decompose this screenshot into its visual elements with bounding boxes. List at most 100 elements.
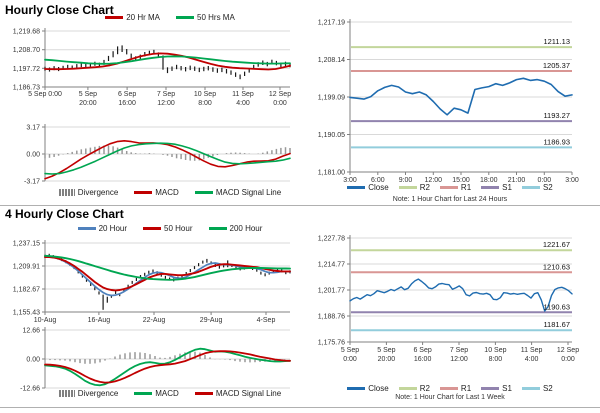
svg-text:1210.63: 1210.63 (543, 262, 570, 271)
legend-item: MACD Signal Line (194, 389, 282, 398)
line-swatch-icon (105, 16, 124, 19)
hourly-price-chart: 1,219.681,208.701,197.721,186.735 Sep 0:… (13, 28, 291, 107)
svg-text:1,209.91: 1,209.91 (13, 264, 40, 271)
svg-text:0:00: 0:00 (273, 100, 287, 107)
legend-item: S1 (481, 183, 512, 192)
svg-text:29-Aug: 29-Aug (200, 317, 223, 324)
line-swatch-icon (481, 387, 500, 390)
legend-item: R2 (398, 183, 430, 192)
line-swatch-icon (398, 387, 417, 390)
legend-item: 200 Hour (208, 224, 263, 233)
line-swatch-icon (521, 186, 540, 189)
svg-text:7 Sep: 7 Sep (157, 91, 175, 98)
svg-text:6 Sep: 6 Sep (413, 347, 431, 354)
legend-label: 200 Hour (229, 224, 263, 233)
line-swatch-icon (77, 227, 96, 230)
svg-text:16:00: 16:00 (118, 100, 136, 107)
legend-label: Close (368, 384, 389, 393)
line-swatch-icon (194, 392, 213, 395)
svg-text:16-Aug: 16-Aug (88, 317, 111, 324)
svg-text:12:00: 12:00 (425, 177, 443, 184)
svg-text:12:00: 12:00 (157, 100, 175, 107)
svg-text:12 Sep: 12 Sep (269, 91, 291, 98)
svg-text:1181.67: 1181.67 (543, 320, 570, 329)
svg-text:5 Sep 0:00: 5 Sep 0:00 (28, 91, 62, 98)
svg-text:6 Sep: 6 Sep (118, 91, 136, 98)
day-chart-note: Note: 1 Hour Chart for Last 24 Hours (392, 196, 508, 203)
svg-text:-3.17: -3.17 (24, 179, 40, 186)
svg-text:18:00: 18:00 (480, 177, 498, 184)
svg-text:8:00: 8:00 (489, 356, 503, 363)
svg-text:1,197.72: 1,197.72 (13, 66, 40, 73)
legend-item: 20 Hr MA (105, 13, 160, 22)
svg-text:21:00: 21:00 (508, 177, 526, 184)
legend-item: 20 Hour (77, 224, 127, 233)
svg-text:1,175.76: 1,175.76 (318, 340, 345, 347)
four-hourly-ma-legend: 20 Hour 50 Hour 200 Hour (40, 224, 300, 233)
hourly-ma-legend: 20 Hr MA 50 Hrs MA (40, 13, 300, 22)
legend-item: MACD (134, 389, 179, 398)
hourly-chart-title: Hourly Close Chart (5, 3, 114, 17)
svg-text:1221.67: 1221.67 (543, 240, 570, 249)
legend-label: R2 (419, 183, 430, 192)
svg-text:3:00: 3:00 (565, 177, 579, 184)
separator (0, 407, 600, 408)
svg-text:12 Sep: 12 Sep (557, 347, 579, 354)
svg-text:3.17: 3.17 (26, 125, 40, 132)
svg-text:10 Sep: 10 Sep (194, 91, 216, 98)
svg-text:1,208.14: 1,208.14 (318, 57, 345, 64)
legend-label: S2 (542, 384, 553, 393)
svg-text:1,186.73: 1,186.73 (13, 85, 40, 92)
svg-text:20:00: 20:00 (79, 100, 97, 107)
legend-label: 50 Hour (164, 224, 193, 233)
svg-text:0.00: 0.00 (26, 152, 40, 159)
legend-item: Close (347, 183, 389, 192)
legend-item: R1 (439, 183, 471, 192)
svg-text:1,214.77: 1,214.77 (318, 262, 345, 269)
legend-label: Divergence (77, 188, 119, 197)
svg-text:1,219.68: 1,219.68 (13, 29, 40, 36)
four-hourly-macd-legend: Divergence MACD MACD Signal Line (40, 389, 300, 398)
svg-text:-12.66: -12.66 (20, 386, 40, 393)
legend-label: MACD Signal Line (215, 389, 282, 398)
legend-label: 20 Hr MA (126, 13, 160, 22)
svg-text:1,182.67: 1,182.67 (13, 287, 40, 294)
svg-text:6:00: 6:00 (371, 177, 385, 184)
line-swatch-icon (176, 16, 194, 19)
legend-label: MACD (155, 389, 179, 398)
day-pivot-legend: Close R2 R1 S1 S2 (310, 183, 590, 192)
line-swatch-icon (347, 387, 366, 390)
svg-text:1,217.19: 1,217.19 (318, 20, 345, 27)
svg-text:12:00: 12:00 (450, 356, 468, 363)
week-pivot-chart: 1,227.78 1,214.77 1,201.77 1,188.76 1,175.76… (318, 235, 579, 363)
svg-text:5 Sep: 5 Sep (377, 347, 395, 354)
svg-text:1205.37: 1205.37 (543, 61, 570, 70)
legend-item: R2 (398, 384, 430, 393)
line-swatch-icon (481, 186, 500, 189)
legend-item: S1 (481, 384, 512, 393)
line-swatch-icon (134, 392, 153, 395)
line-swatch-icon (439, 387, 458, 390)
divergence-bars-swatch-icon (58, 189, 75, 196)
svg-text:11 Sep: 11 Sep (521, 347, 543, 354)
svg-text:3:00: 3:00 (343, 177, 357, 184)
line-swatch-icon (398, 186, 417, 189)
legend-item: 50 Hour (143, 224, 193, 233)
hourly-macd-chart: 3.17 0.00 -3.17 (24, 124, 291, 186)
svg-text:9:00: 9:00 (399, 177, 413, 184)
line-swatch-icon (521, 387, 540, 390)
legend-item: MACD Signal Line (194, 188, 281, 197)
separator (0, 205, 600, 206)
legend-item: R1 (439, 384, 471, 393)
svg-text:15:00: 15:00 (452, 177, 470, 184)
svg-text:12.66: 12.66 (22, 328, 40, 335)
legend-label: S1 (502, 183, 512, 192)
svg-text:1,155.43: 1,155.43 (13, 310, 40, 317)
svg-text:16:00: 16:00 (414, 356, 432, 363)
svg-text:1,190.05: 1,190.05 (318, 132, 345, 139)
line-swatch-icon (143, 227, 162, 230)
hourly-macd-legend: Divergence MACD MACD Signal Line (40, 188, 300, 197)
svg-text:1,237.15: 1,237.15 (13, 241, 40, 248)
